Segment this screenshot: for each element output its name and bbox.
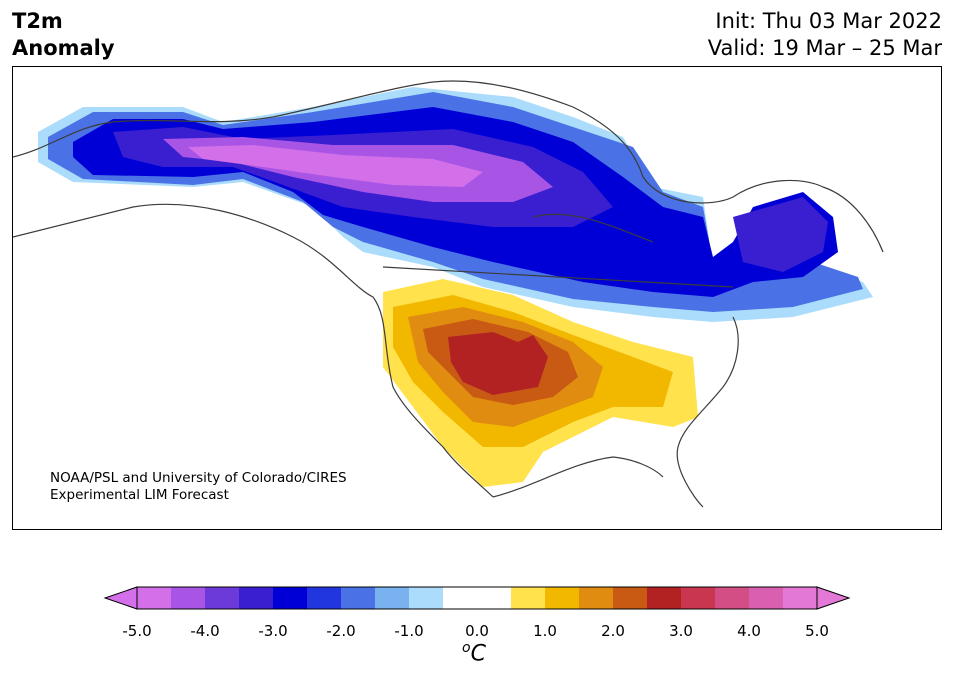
units-label: oC: [462, 640, 486, 666]
colorbar-cell: [477, 587, 512, 609]
colorbar-cell: [273, 587, 308, 609]
init-date: Init: Thu 03 Mar 2022: [715, 9, 942, 33]
colorbar-tick-label: 4.0: [737, 622, 761, 640]
colorbar-cell: [205, 587, 240, 609]
colorbar-cell: [239, 587, 274, 609]
colorbar-cell: [681, 587, 716, 609]
colorbar-over-arrow: [816, 586, 851, 610]
forecast-dates: Init: Thu 03 Mar 2022 Valid: 19 Mar – 25…: [708, 8, 942, 62]
map-panel: NOAA/PSL and University of Colorado/CIRE…: [12, 66, 942, 530]
colorbar-tick-label: -3.0: [258, 622, 288, 640]
colorbar-cell: [749, 587, 784, 609]
colorbar-cell: [715, 587, 750, 609]
credit-line-2: Experimental LIM Forecast: [50, 487, 229, 503]
colorbar-cell: [137, 587, 172, 609]
valid-dates: Valid: 19 Mar – 25 Mar: [707, 36, 942, 60]
cold-anomaly-peak: [188, 145, 483, 187]
credit-text: NOAA/PSL and University of Colorado/CIRE…: [50, 470, 347, 504]
colorbar-outline: [136, 586, 818, 610]
colorbar-tick-label: 3.0: [669, 622, 693, 640]
colorbar-tick-label: 0.0: [465, 622, 489, 640]
anomaly-map: [13, 80, 884, 508]
colorbar-cell: [783, 587, 818, 609]
colorbar-cell: [443, 587, 478, 609]
coastlines: [13, 80, 884, 508]
colorbar: [103, 586, 851, 610]
colorbar-tick-label: 5.0: [805, 622, 829, 640]
title-line-2: Anomaly: [12, 36, 115, 60]
units-letter: C: [470, 641, 486, 667]
colorbar-tick-label: -2.0: [326, 622, 356, 640]
colorbar-cells: [137, 587, 818, 609]
colorbar-cell: [409, 587, 444, 609]
cold-anomaly-east: [733, 197, 828, 272]
colorbar-cell: [307, 587, 342, 609]
colorbar-cell: [579, 587, 614, 609]
credit-line-1: NOAA/PSL and University of Colorado/CIRE…: [50, 470, 347, 486]
colorbar-cell: [171, 587, 206, 609]
colorbar-cell: [647, 587, 682, 609]
colorbar-tick-label: 2.0: [601, 622, 625, 640]
colorbar-under-arrow: [103, 586, 138, 610]
colorbar-tick-label: -4.0: [190, 622, 220, 640]
colorbar-cell: [545, 587, 580, 609]
colorbar-cell: [511, 587, 546, 609]
colorbar-cell: [613, 587, 648, 609]
chart-title: T2m Anomaly: [12, 8, 115, 62]
colorbar-tick-label: -5.0: [122, 622, 152, 640]
colorbar-tick-label: 1.0: [533, 622, 557, 640]
warm-anomaly-peak: [448, 332, 548, 395]
colorbar-tick-label: -1.0: [394, 622, 424, 640]
colorbar-cell: [375, 587, 410, 609]
colorbar-cell: [341, 587, 376, 609]
units-degree: o: [462, 640, 471, 656]
title-line-1: T2m: [12, 9, 63, 33]
